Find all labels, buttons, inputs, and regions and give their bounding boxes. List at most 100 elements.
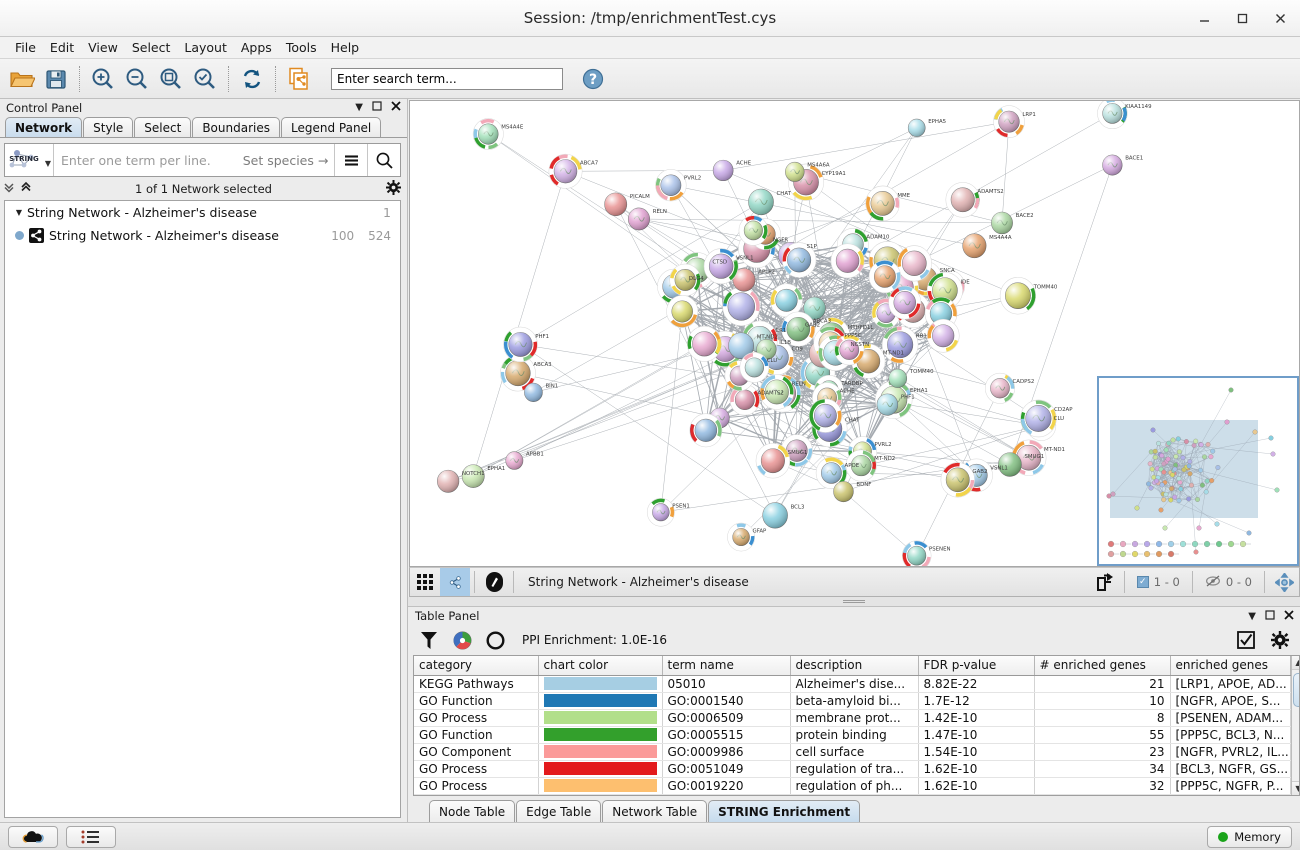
- tp-minimize-icon[interactable]: ▼: [1248, 610, 1256, 622]
- open-session-icon[interactable]: [6, 63, 38, 95]
- table-row[interactable]: GO Process GO:0033619membrane prot...1.93…: [414, 794, 1291, 795]
- menu-help[interactable]: Help: [330, 40, 360, 55]
- pie-chart-icon[interactable]: [452, 629, 472, 651]
- zoom-out-icon[interactable]: [121, 63, 153, 95]
- tab-network[interactable]: Network: [5, 117, 83, 137]
- close-button[interactable]: [1270, 8, 1290, 28]
- string-search-icon[interactable]: [367, 144, 400, 176]
- task-list-button[interactable]: [66, 825, 116, 848]
- tab-node-table[interactable]: Node Table: [429, 800, 516, 822]
- column-header-description[interactable]: description: [790, 656, 919, 676]
- zoom-fit-icon[interactable]: [155, 63, 187, 95]
- tab-edge-table[interactable]: Edge Table: [516, 800, 602, 822]
- menu-file[interactable]: File: [15, 40, 36, 55]
- cell-category: GO Function: [414, 692, 539, 710]
- column-header-chart-color[interactable]: chart color: [538, 656, 663, 676]
- donut-chart-icon[interactable]: [485, 629, 505, 651]
- table-row[interactable]: GO Function GO:0005515 protein binding 1.47…: [414, 726, 1291, 744]
- zoom-selected-icon[interactable]: [189, 63, 221, 95]
- save-session-icon[interactable]: [40, 63, 72, 95]
- panel-splitter[interactable]: [408, 597, 1300, 607]
- menu-apps[interactable]: Apps: [240, 40, 272, 55]
- navigate-crosshair-icon[interactable]: [1269, 568, 1299, 596]
- network-navigator[interactable]: [1097, 376, 1299, 566]
- tab-style[interactable]: Style: [83, 117, 134, 137]
- table-settings-gear-icon[interactable]: [1270, 629, 1290, 651]
- memory-status-button[interactable]: Memory: [1207, 825, 1292, 848]
- tree-expand-icon[interactable]: ▼: [15, 208, 23, 217]
- filter-icon[interactable]: [419, 629, 439, 651]
- menu-select[interactable]: Select: [131, 40, 171, 55]
- status-bar: Memory: [0, 822, 1300, 850]
- cell-enriched-genes: [LRP1, APOE, AD...: [1170, 675, 1291, 693]
- column-header-fdr-pvalue[interactable]: FDR p-value: [918, 656, 1035, 676]
- expand-all-icon[interactable]: [19, 180, 33, 197]
- network-share-view-icon[interactable]: [440, 568, 470, 596]
- tab-legend-panel[interactable]: Legend Panel: [281, 117, 382, 137]
- hidden-nodes-count: 0 - 0: [1225, 575, 1252, 589]
- string-options-menu-icon[interactable]: [334, 144, 367, 176]
- scroll-down-arrow-icon[interactable]: ▼: [1291, 781, 1299, 795]
- scrollbar-thumb[interactable]: [1293, 673, 1299, 707]
- help-icon[interactable]: ?: [577, 63, 609, 95]
- column-header-enriched-gene-count[interactable]: # enriched genes: [1034, 656, 1171, 676]
- column-header-category[interactable]: category: [414, 656, 539, 676]
- menu-layout[interactable]: Layout: [184, 40, 227, 55]
- network-tree-root-row[interactable]: ▼ String Network - Alzheimer's disease 1: [5, 201, 400, 224]
- toolbar-sep-b: [513, 571, 514, 593]
- tab-network-table[interactable]: Network Table: [602, 800, 708, 822]
- set-species-link[interactable]: Set species →: [242, 152, 329, 168]
- table-vertical-scrollbar[interactable]: ▲ ▼: [1290, 656, 1299, 795]
- string-logo-icon[interactable]: STRING: [5, 144, 43, 176]
- cp-float-icon[interactable]: [372, 101, 382, 114]
- maximize-button[interactable]: [1232, 8, 1252, 28]
- svg-text:CHAT: CHAT: [845, 418, 860, 424]
- tp-float-icon[interactable]: [1265, 609, 1275, 623]
- table-row[interactable]: GO Component GO:0009986 cell surface 1.54E-…: [414, 743, 1291, 761]
- grid-layout-icon[interactable]: [410, 568, 440, 596]
- svg-text:TOMM40: TOMM40: [1033, 284, 1058, 290]
- string-dropdown-caret-icon[interactable]: ▼: [44, 159, 52, 168]
- menu-edit[interactable]: Edit: [49, 40, 75, 55]
- table-row[interactable]: GO Process GO:0051049 regulation of tra...…: [414, 760, 1291, 778]
- cp-minimize-icon[interactable]: ▼: [355, 102, 363, 113]
- scroll-up-arrow-icon[interactable]: ▲: [1291, 656, 1299, 670]
- cloud-status-button[interactable]: [8, 825, 58, 848]
- export-network-icon[interactable]: [1090, 568, 1120, 596]
- menu-tools[interactable]: Tools: [285, 40, 317, 55]
- network-tree-child-row[interactable]: String Network - Alzheimer's disease 100…: [5, 224, 400, 247]
- minimize-button[interactable]: [1194, 8, 1214, 28]
- tp-close-icon[interactable]: [1284, 609, 1294, 623]
- zoom-in-icon[interactable]: [87, 63, 119, 95]
- tab-boundaries[interactable]: Boundaries: [192, 117, 280, 137]
- column-header-term-name[interactable]: term name: [662, 656, 791, 676]
- network-settings-gear-icon[interactable]: [386, 179, 401, 198]
- network-canvas[interactable]: MT-ND2 MT-ND1 VSNL1 GAB2 ABCA3 CHAT ACHE ADAMTS…: [409, 100, 1300, 567]
- network-graph[interactable]: MT-ND2MT-ND1VSNL1GAB2ABCA3CHATACHEADAMTS…: [410, 101, 1299, 566]
- table-row[interactable]: KEGG Pathways 05010 Alzheimer's dise... 8.8…: [414, 675, 1291, 693]
- tab-string-enrichment[interactable]: STRING Enrichment: [708, 800, 861, 822]
- toolbar-sep-c: [1123, 571, 1125, 593]
- collapse-all-icon[interactable]: [2, 180, 16, 197]
- tab-select[interactable]: Select: [134, 117, 192, 137]
- memory-status-dot-icon: [1218, 831, 1229, 842]
- table-row[interactable]: GO Process GO:0006509 membrane prot... 1.42…: [414, 709, 1291, 727]
- annotation-pen-icon[interactable]: [479, 568, 509, 596]
- cp-close-icon[interactable]: [391, 101, 401, 114]
- table-row[interactable]: GO Function GO:0001540 beta-amyloid bi... 1…: [414, 692, 1291, 710]
- toolbar-separator-1: [79, 65, 80, 92]
- svg-text:NCSTN: NCSTN: [851, 342, 870, 348]
- cell-enriched-gene-count: 34: [1034, 760, 1171, 778]
- table-row[interactable]: GO Process GO:0019220 regulation of ph... 1…: [414, 777, 1291, 795]
- menu-view[interactable]: View: [88, 40, 118, 55]
- hidden-nodes-indicator[interactable]: 0 - 0: [1197, 575, 1260, 590]
- search-input[interactable]: Enter search term...: [331, 67, 563, 90]
- select-all-checkbox-icon[interactable]: [1236, 629, 1256, 651]
- refresh-icon[interactable]: [236, 63, 268, 95]
- enrichment-table-wrapper[interactable]: category chart color term name descripti…: [413, 655, 1300, 796]
- string-query-input[interactable]: Enter one term per line. Set species →: [53, 144, 334, 176]
- column-header-enriched-genes[interactable]: enriched genes: [1170, 656, 1291, 676]
- cell-description: beta-amyloid bi...: [790, 692, 919, 710]
- new-network-icon[interactable]: [283, 63, 315, 95]
- selected-nodes-indicator[interactable]: ✓ 1 - 0: [1129, 575, 1188, 589]
